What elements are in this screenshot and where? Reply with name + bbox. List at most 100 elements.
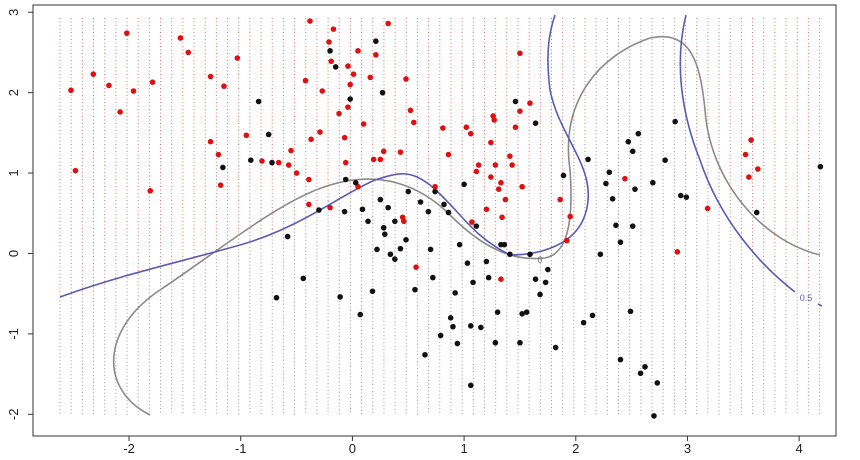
point [217,182,224,188]
point [467,323,474,329]
point [461,181,467,188]
contour-line [59,14,590,298]
point [523,309,530,315]
point [430,274,436,281]
x-tick-label: -2 [123,441,135,456]
point [492,339,499,346]
point [491,117,498,123]
point [273,294,280,301]
point [445,151,452,158]
point [234,55,241,61]
point [753,209,760,216]
point [284,233,291,240]
point [308,136,314,143]
point [674,249,681,255]
point [532,120,539,127]
point [403,236,409,243]
point [307,18,313,24]
point [380,148,387,155]
point [498,179,504,186]
point [355,48,361,54]
y-tick-label: 1 [6,169,21,176]
point [519,183,525,190]
x-tick-label: 1 [460,441,467,456]
point [512,98,519,105]
point [552,344,559,351]
point [495,186,502,192]
point [683,194,690,200]
point [746,174,752,180]
point [469,219,475,225]
point [509,162,515,168]
point [269,159,275,166]
point [177,35,184,41]
y-tick-label: 3 [6,9,21,16]
point [629,148,636,155]
point [473,168,480,175]
point [306,201,312,208]
point [527,251,533,258]
point [537,291,543,298]
point [517,50,523,57]
point [215,151,222,158]
point [221,83,227,90]
y-tick-label: 0 [6,250,21,257]
point [502,196,509,203]
point [385,20,391,27]
x-tick-label: 3 [684,441,691,456]
point [403,76,409,82]
point [72,167,79,174]
point [317,129,323,135]
point [285,162,292,168]
point [265,131,272,138]
point [385,204,391,211]
contour-label: 0.5 [800,293,813,303]
point [370,156,377,163]
point [662,157,668,163]
point [130,88,137,94]
point [397,149,404,155]
points [68,18,824,419]
point [470,279,476,286]
point [422,351,428,358]
contour-line [679,14,796,293]
point [347,81,353,88]
point [332,64,339,70]
point [485,274,492,281]
point [397,245,404,252]
point [328,58,334,65]
point [748,137,754,143]
point [185,49,192,56]
point [704,205,711,212]
point [580,319,587,326]
point [405,188,412,195]
point [306,176,312,183]
point [613,222,619,229]
point [407,107,414,114]
point [532,276,539,282]
point [341,208,348,215]
point [632,186,638,192]
point [557,196,563,203]
point [475,162,482,168]
point [498,276,504,282]
plot-frame [32,4,837,437]
point [452,290,458,296]
point [106,82,112,89]
point [373,52,379,58]
point [432,188,438,195]
point [357,311,364,318]
point [342,176,349,183]
point [427,246,434,253]
point [352,179,359,186]
contour-line [817,303,823,307]
point [345,63,351,69]
point [650,179,656,186]
point [342,159,349,166]
point [373,38,379,44]
point [603,180,609,187]
point [456,241,463,248]
point [499,214,505,221]
point [345,104,351,110]
point [68,87,74,94]
